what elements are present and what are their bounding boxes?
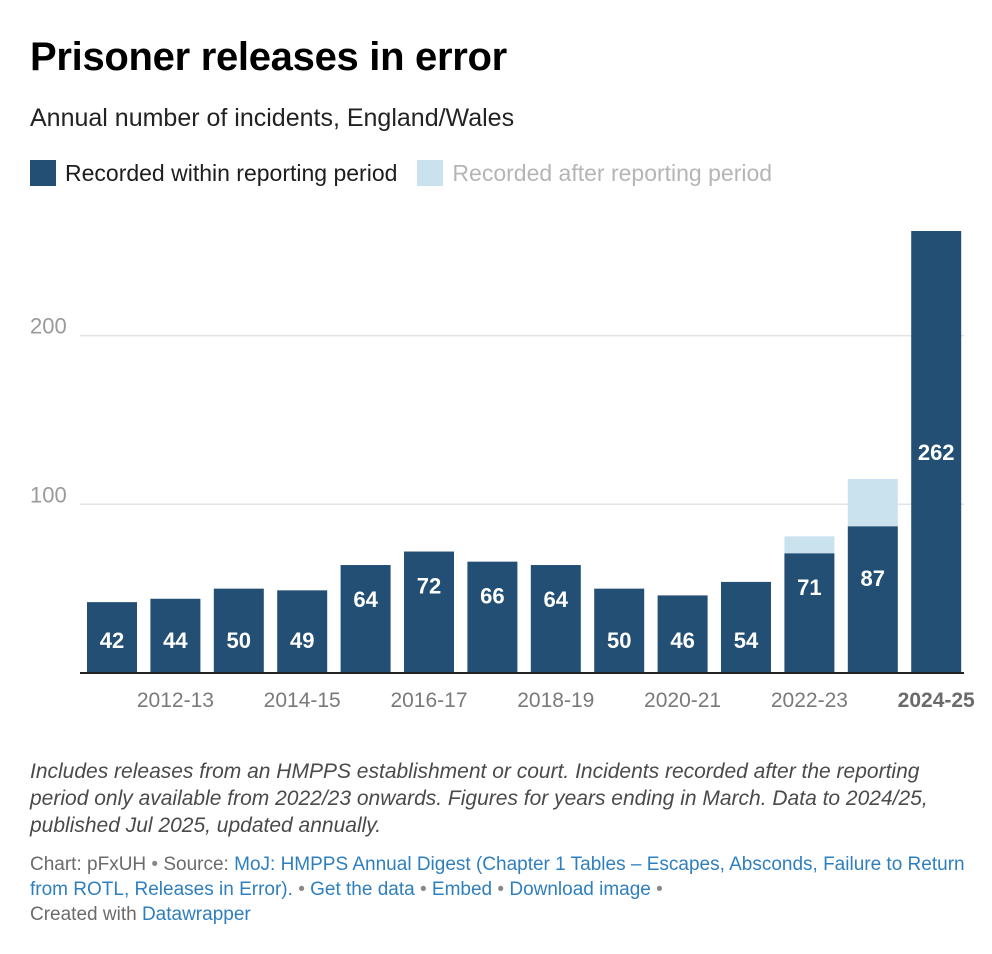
- data-label: 50: [607, 628, 631, 653]
- legend-item-after: Recorded after reporting period: [417, 158, 772, 188]
- bar-after: [847, 478, 898, 527]
- x-tick-label: 2016-17: [390, 689, 467, 712]
- footer-bullet: •: [298, 879, 305, 900]
- data-label: 44: [163, 628, 188, 653]
- legend-label-after: Recorded after reporting period: [452, 160, 773, 186]
- x-tick-label: 2022-23: [771, 689, 848, 712]
- data-label: 64: [544, 587, 569, 612]
- legend-label-within: Recorded within reporting period: [65, 160, 398, 186]
- chart-subtitle: Annual number of incidents, England/Wale…: [30, 104, 515, 132]
- y-tick-label: 200: [30, 314, 67, 339]
- bar-within: [467, 561, 518, 673]
- footer-bullet: •: [497, 879, 505, 900]
- data-label: 49: [290, 628, 314, 653]
- chart-notes: Includes releases from an HMPPS establis…: [30, 760, 928, 837]
- footer-bullet: •: [419, 879, 427, 900]
- x-tick-label: 2012-13: [137, 689, 214, 712]
- x-tick-label: 2018-19: [517, 689, 594, 712]
- bar-within: [847, 526, 898, 673]
- data-label: 71: [797, 575, 821, 600]
- get-data-link[interactable]: Get the data: [310, 879, 415, 900]
- data-label: 46: [670, 628, 694, 653]
- bar-within: [340, 565, 391, 673]
- created-with-label: Created with: [30, 904, 137, 925]
- bar-within: [657, 595, 708, 673]
- chart-footer: Chart: pFxUH • Source: MoJ: HMPPS Annual…: [30, 852, 970, 927]
- bar-within: [87, 602, 137, 673]
- data-label: 87: [861, 566, 885, 591]
- bar-within: [277, 590, 328, 673]
- x-tick-label: 2024-25: [898, 689, 975, 712]
- footer-bullet: •: [656, 879, 663, 900]
- bar-within: [721, 581, 771, 673]
- bar-within: [911, 231, 962, 673]
- legend-swatch-after: [417, 160, 444, 186]
- x-tick-label: 2014-15: [264, 689, 341, 712]
- bar-after: [784, 536, 835, 554]
- legend: Recorded within reporting period Recorde…: [30, 158, 792, 188]
- chart-title: Prisoner releases in error: [30, 35, 507, 79]
- bar-within: [404, 551, 454, 673]
- legend-item-within: Recorded within reporting period: [30, 158, 397, 188]
- data-label: 50: [227, 628, 251, 653]
- source-link[interactable]: MoJ: HMPPS Annual Digest (Chapter 1 Tabl…: [30, 854, 965, 900]
- x-tick-label: 2020-21: [644, 689, 721, 712]
- data-label: 72: [417, 574, 441, 599]
- bar-chart: 100 200 42 44 2012-13 50 49 2014-15 64 72 2016-17 6…: [30, 231, 975, 712]
- data-label: 42: [100, 628, 124, 653]
- datawrapper-link[interactable]: Datawrapper: [141, 904, 251, 925]
- data-label: 54: [734, 628, 759, 653]
- bar-within: [530, 565, 581, 673]
- chart-id-label: Chart: pFxUH: [30, 854, 147, 875]
- y-tick-label: 100: [30, 482, 67, 507]
- bar-within: [594, 588, 645, 673]
- data-label: 262: [918, 440, 955, 465]
- download-image-link[interactable]: Download image: [509, 879, 651, 900]
- source-prefix: Source:: [163, 854, 229, 875]
- bar-within: [784, 553, 835, 673]
- footer-bullet: •: [151, 854, 159, 875]
- data-label: 66: [480, 584, 504, 609]
- legend-swatch-within: [30, 160, 56, 186]
- embed-link[interactable]: Embed: [431, 879, 493, 900]
- bar-within: [150, 598, 201, 673]
- bar-within: [213, 588, 264, 673]
- data-label: 64: [353, 587, 378, 612]
